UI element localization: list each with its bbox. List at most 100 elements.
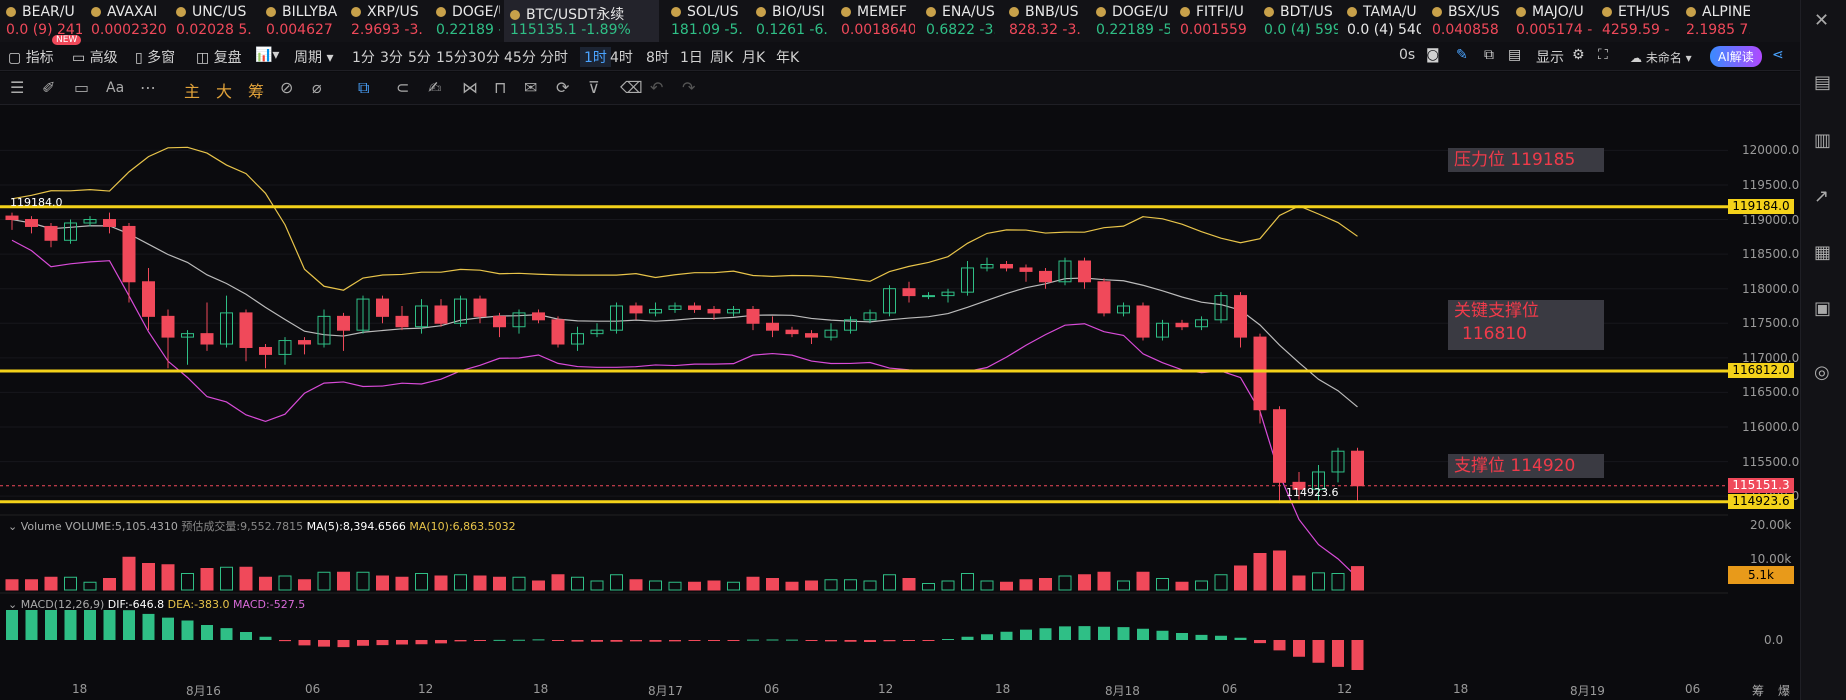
cloud-save-button[interactable]: ☁ 未命名 ▾ — [1630, 51, 1692, 65]
timeframe-9[interactable]: 8时 — [646, 50, 669, 66]
bollinger-upper — [11, 146, 1358, 291]
fullscreen-icon[interactable]: ⛶ — [1598, 47, 1608, 63]
timeframe-3[interactable]: 15分 — [436, 50, 468, 66]
fib-icon[interactable]: ⟳ — [556, 78, 570, 97]
candle-body — [1000, 263, 1013, 269]
orderbook-icon[interactable]: ▤ — [1814, 72, 1832, 93]
timeframe-4[interactable]: 30分 — [468, 50, 500, 66]
info-icon[interactable]: ▥ — [1814, 130, 1832, 151]
ticker-11[interactable]: BNB/US 828.32 -3. — [1003, 0, 1083, 42]
timeframe-13[interactable]: 年K — [776, 50, 800, 66]
brush-icon[interactable]: ✍ — [428, 78, 442, 97]
ticker-18[interactable]: ETH/US 4259.59 - — [1596, 0, 1678, 42]
note-icon[interactable]: ✉ — [524, 78, 538, 97]
ticker-17[interactable]: MAJO/U 0.005174 - — [1510, 0, 1592, 42]
more-icon[interactable]: ⋯ — [140, 78, 156, 97]
ticker-5[interactable]: DOGE/U 0.22189 -5 — [430, 0, 500, 42]
timeframe-5[interactable]: 45分 — [504, 50, 536, 66]
ticker-9[interactable]: MEMEF 0.0018640 — [835, 0, 915, 42]
big-order-toggle[interactable]: 大 — [216, 82, 233, 101]
indicator-button[interactable]: ▢ 指标 — [8, 50, 54, 66]
volume-bar — [1312, 572, 1325, 591]
undo-icon[interactable]: ↶ — [650, 78, 664, 97]
ticker-4[interactable]: XRP/US 2.9693 -3. — [345, 0, 427, 42]
timeframe-2[interactable]: 5分 — [408, 50, 431, 66]
trash-icon[interactable]: ⌫ — [620, 78, 643, 97]
ticker-10[interactable]: ENA/US 0.6822 -3. — [920, 0, 995, 42]
ticker-0[interactable]: BEAR/U 0.0 (9) 2412 — [0, 0, 82, 42]
macd-bar — [903, 640, 915, 641]
ticker-15[interactable]: TAMA/U 0.0 (4) 5402 — [1341, 0, 1421, 42]
camera-icon[interactable]: ◙ — [1426, 47, 1440, 63]
price-chart[interactable] — [0, 105, 1728, 680]
ai-interpret-button[interactable]: AI解读 — [1710, 46, 1762, 67]
split-icon[interactable]: ▤ — [1508, 47, 1522, 63]
volume-bar — [415, 573, 428, 591]
timeframe-11[interactable]: 周K — [710, 50, 734, 66]
gear-icon[interactable]: ⚙ — [1572, 47, 1585, 63]
timeframe-6[interactable]: 分时 — [540, 50, 568, 66]
trend-icon[interactable]: ↗ — [1814, 186, 1830, 207]
candle-body — [220, 312, 233, 345]
ticker-12[interactable]: DOGE/U 0.22189 -5 — [1090, 0, 1170, 42]
chip-toggle[interactable]: 筹 — [248, 82, 265, 101]
lock-icon[interactable]: ⊓ — [494, 78, 507, 97]
coin-icon — [1602, 7, 1612, 17]
volume-bar — [142, 563, 155, 591]
coin-icon — [1009, 7, 1019, 17]
volume-bar — [1253, 553, 1267, 591]
price-level-label: 119184.0 — [1728, 198, 1794, 214]
chart-type-icon[interactable]: 📊▾ — [255, 47, 280, 63]
volume-bar — [863, 580, 877, 591]
filter-icon[interactable]: ⊽ — [588, 78, 600, 97]
advanced-button[interactable]: ▭ 高级 — [72, 50, 118, 66]
rectangle-icon[interactable]: ▭ — [74, 78, 90, 97]
ticker-2[interactable]: UNC/US 0.02028 5. — [170, 0, 258, 42]
layout-icon[interactable]: ⧉ — [1484, 47, 1494, 63]
close-icon[interactable]: ✕ — [1814, 10, 1830, 31]
ruler-icon[interactable]: ✐ — [42, 78, 56, 97]
timeframe-12[interactable]: 月K — [742, 50, 766, 66]
calc-icon[interactable]: ▣ — [1814, 298, 1832, 319]
text-tool[interactable]: Aa — [106, 80, 125, 96]
multi-window-button[interactable]: ▯ 多窗 — [135, 50, 176, 66]
timeframe-7[interactable]: 1时 — [580, 47, 611, 67]
eraser-icon[interactable]: ⌀ — [312, 78, 322, 97]
period-dropdown[interactable]: 周期 ▾ — [294, 50, 334, 66]
ticker-price: 0.22189 -5 — [436, 22, 500, 38]
display-button[interactable]: 显示 — [1536, 50, 1564, 66]
refresh-icon[interactable]: ◎ — [1814, 362, 1830, 383]
ticker-1[interactable]: AVAXAI 0.0002320 — [85, 0, 168, 42]
menu-icon[interactable]: ☰ — [10, 78, 25, 97]
timeframe-8[interactable]: 4时 — [610, 50, 633, 66]
ticker-7[interactable]: SOL/US 181.09 -5. — [665, 0, 745, 42]
ticker-16[interactable]: BSX/US 0.040858 — [1426, 0, 1508, 42]
volume-bar — [707, 580, 721, 591]
magnet-icon[interactable]: ⊘ — [280, 78, 294, 97]
macd-bar — [669, 640, 681, 642]
ticker-3[interactable]: BILLYBA 0.004627 — [260, 0, 342, 42]
support-annotation[interactable]: 支撑位 114920 — [1448, 454, 1604, 478]
redo-icon[interactable]: ↷ — [682, 78, 696, 97]
collapse-icon[interactable]: ⌄ — [8, 520, 18, 533]
timeframe-0[interactable]: 1分 — [352, 50, 375, 66]
share-icon[interactable]: ⋖ — [1772, 47, 1784, 63]
ticker-8[interactable]: BIO/USI 0.1261 -6. — [750, 0, 830, 42]
key-support-annotation[interactable]: 关键支撑位 116810 — [1448, 300, 1604, 350]
ticker-13[interactable]: FITFI/U 0.001559 — [1174, 0, 1256, 42]
ticker-6[interactable]: BTC/USDT永续 115135.1 -1.89% — [504, 0, 659, 42]
depth-icon[interactable]: ▦ — [1814, 242, 1832, 263]
link-icon[interactable]: ⊂ — [396, 78, 410, 97]
timeframe-1[interactable]: 3分 — [380, 50, 403, 66]
volume-bar — [980, 580, 994, 591]
resistance-annotation[interactable]: 压力位 119185 — [1448, 148, 1604, 172]
pattern-icon[interactable]: ⋈ — [462, 78, 478, 97]
copy-icon[interactable]: ⧉ — [358, 78, 370, 97]
collapse-icon[interactable]: ⌄ — [8, 598, 18, 611]
replay-button[interactable]: ◫ 复盘 — [196, 50, 242, 66]
main-chart-toggle[interactable]: 主 — [184, 82, 201, 101]
ticker-14[interactable]: BDT/US 0.0 (4) 5997 — [1258, 0, 1338, 42]
ticker-19[interactable]: ALPINE 2.1985 7.0 — [1680, 0, 1750, 42]
timeframe-10[interactable]: 1日 — [680, 50, 703, 66]
pen-icon[interactable]: ✎ — [1456, 47, 1468, 63]
